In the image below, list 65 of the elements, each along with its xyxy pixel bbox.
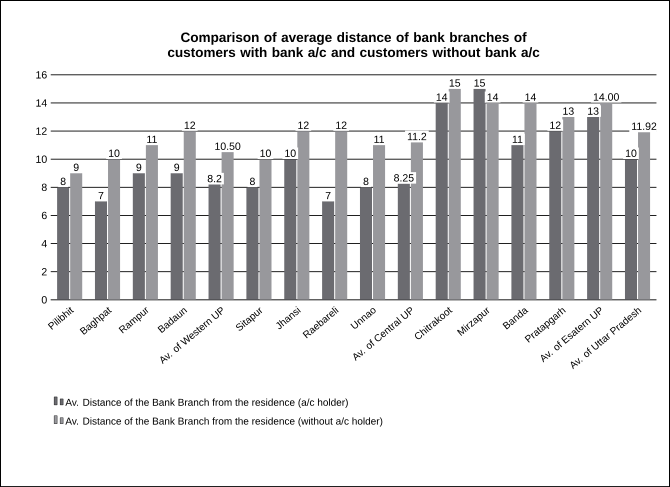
data-label: 11.92 [632,122,656,130]
data-label: 10 [109,149,120,157]
bar [132,173,145,300]
bar [322,201,334,300]
y-tick-label: 2 [42,268,47,276]
bar [524,102,537,300]
data-label: 13 [588,107,599,115]
data-label: 10 [285,149,296,157]
data-label: 8.2 [208,174,222,182]
data-label: 14 [436,93,448,101]
bar [448,88,461,300]
data-label: 8 [60,178,66,186]
y-tick-label: 6 [42,212,47,220]
data-label: 12 [336,121,346,129]
bar [297,130,310,300]
bar [638,132,650,300]
bar [259,159,272,300]
data-label: 12 [550,121,561,129]
y-tick-label: 14 [36,99,47,106]
y-tick-label: 12 [36,127,47,135]
data-label: 9 [136,164,142,171]
data-label: 11 [512,136,522,143]
data-label: 8.25 [394,174,414,182]
data-label: 13 [563,107,574,115]
bar [360,187,372,300]
data-label: 8 [250,178,255,186]
bar [474,88,486,300]
bar [511,145,524,300]
bar [246,187,258,300]
data-label: 9 [74,164,79,171]
y-tick-label: 8 [42,184,47,191]
data-label: 15 [474,79,485,87]
data-label: 10 [626,149,636,157]
data-label: 14.00 [594,93,619,101]
bar [600,102,612,300]
data-label: 11.2 [408,132,426,140]
bar [57,187,70,300]
data-label: 9 [174,164,180,171]
data-label: 12 [184,121,196,129]
legend-label: Av. Distance of the Bank Branch from the residence (a/c holder) [65,398,348,408]
data-label: 15 [450,79,460,87]
data-label: 7 [326,192,331,200]
bar [208,184,221,300]
bar [94,201,108,300]
bar [184,130,196,300]
data-label: 11 [147,136,157,143]
data-label: 7 [98,192,104,200]
data-label: 8 [364,178,368,186]
y-tick-label: 10 [36,155,47,163]
bar [587,116,600,300]
y-tick-label: 0 [42,296,47,304]
data-label: 10 [260,149,271,157]
data-label: 11 [374,136,384,143]
data-label: 12 [298,121,309,129]
legend-label: Av. Distance of the Bank Branch from the residence (without a/c holder) [65,417,382,427]
bar [70,173,82,300]
chart-title: Comparison of average distance of bank branches of customers with bank a/c and customers without bank a/c [168,32,540,58]
data-label: 10.50 [215,142,240,150]
data-label: 14 [488,93,498,101]
bar [335,130,348,300]
bar [170,173,183,300]
data-label: 14 [525,93,536,101]
bar [108,159,120,300]
y-tick-label: 4 [42,240,47,248]
y-tick-label: 16 [36,71,47,78]
